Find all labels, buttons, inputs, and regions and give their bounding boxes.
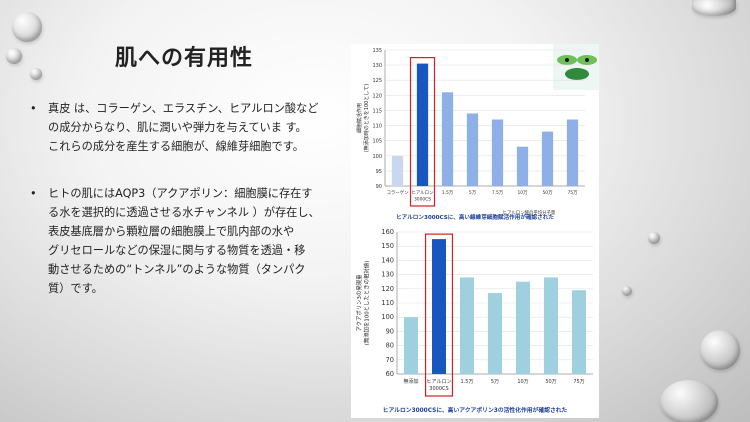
bullet-line: 真皮 は、コラーゲン、エラスチン、ヒアルロン酸など xyxy=(48,102,319,115)
bullet-line: これらの成分を産生する細胞が、線維芽細胞です。 xyxy=(48,140,304,153)
bar xyxy=(566,119,579,186)
category-label: 50万 xyxy=(543,190,554,196)
category-label: 75万 xyxy=(568,190,579,196)
y-tick-label: 130 xyxy=(372,63,382,69)
y-tick-label: 140 xyxy=(381,256,394,264)
y-tick-label: 130 xyxy=(381,271,394,279)
bullet-line: グリセロールなどの保湿に関与する物質を透過・移 xyxy=(48,244,306,257)
bullet-text: 真皮 は、コラーゲン、エラスチン、ヒアルロン酸など の成分からなり、肌に潤いや弾… xyxy=(48,99,358,156)
bar xyxy=(441,92,454,186)
y-tick-label: 120 xyxy=(372,93,382,99)
bullet-line: 表皮基底層から顆粒層の細胞膜上で肌内部の水や xyxy=(48,225,295,238)
bullet-line: の成分からなり、肌に潤いや弾力を与えていま す。 xyxy=(48,121,307,134)
bar xyxy=(432,239,446,374)
category-label: 10万 xyxy=(518,190,529,196)
category-label: 7.5万 xyxy=(492,190,504,196)
y-tick-label: 160 xyxy=(381,228,394,236)
category-label: ヒアルロン xyxy=(427,379,452,385)
category-label: 3000CS xyxy=(414,196,431,202)
chart-caption: ヒアルロン3000CSに、高いアクアポリン3の活性化作用が確認された xyxy=(383,406,568,414)
category-label: コラーゲン xyxy=(387,189,410,196)
category-label: 5万 xyxy=(491,379,499,385)
y-axis-label: (無添加を100としたときの相対値) xyxy=(362,261,370,346)
bar xyxy=(491,119,504,186)
water-drop-decoration xyxy=(30,68,42,80)
bar xyxy=(460,277,474,374)
water-drop-decoration xyxy=(622,286,632,296)
y-tick-label: 105 xyxy=(372,139,382,145)
y-tick-label: 120 xyxy=(381,285,394,293)
category-label: ヒアルロン xyxy=(412,190,435,196)
y-tick-label: 100 xyxy=(372,154,382,160)
category-label: 5万 xyxy=(469,190,477,196)
category-label: 10万 xyxy=(517,379,528,385)
bullet-line: ヒトの肌にはAQP3（アクアポリン：細胞膜に存在す xyxy=(48,187,313,200)
water-drop-decoration xyxy=(648,232,660,244)
category-label: 1.5万 xyxy=(442,190,454,196)
y-tick-label: 70 xyxy=(386,356,394,364)
y-tick-label: 110 xyxy=(372,124,382,130)
chart-panel: 90 95 100 105 110 115 120 125 130 135 コラーゲン ヒアルロン 30… xyxy=(351,44,599,418)
y-tick-label: 135 xyxy=(372,48,382,54)
highlight-box xyxy=(409,56,436,207)
bullet-line: 質）です。 xyxy=(48,282,103,295)
category-label: 1.5万 xyxy=(461,379,474,385)
water-drop-decoration xyxy=(700,330,740,370)
bar xyxy=(416,63,429,186)
water-drop-decoration xyxy=(660,380,718,422)
bar xyxy=(544,277,558,374)
y-axis-label: 細胞賦活作用 xyxy=(356,103,363,133)
y-tick-label: 100 xyxy=(381,313,394,321)
y-tick-label: 110 xyxy=(381,299,394,307)
y-tick-label: 80 xyxy=(386,342,394,350)
x-axis-label: ヒアルロン酸の平均分子量 xyxy=(503,209,556,216)
category-label: 無添加 xyxy=(403,378,418,385)
slide-title: 肌への有用性 xyxy=(115,46,254,71)
y-axis-label: (無添加時のときを100として) xyxy=(363,84,370,152)
y-tick-label: 95 xyxy=(376,169,382,175)
water-drop-decoration xyxy=(12,12,42,42)
bullet-line: る水を選択的に透過させる水チャンネル ）が存在し、 xyxy=(48,206,320,219)
y-tick-label: 90 xyxy=(386,327,394,335)
bar xyxy=(488,293,502,374)
category-label: 3000CS xyxy=(429,386,448,392)
leaf-illustration xyxy=(553,44,599,90)
bullet-marker: • xyxy=(30,187,37,200)
water-drop-decoration xyxy=(692,0,736,16)
bullet-text: ヒトの肌にはAQP3（アクアポリン：細胞膜に存在す る水を選択的に透過させる水チ… xyxy=(48,184,358,298)
bar xyxy=(516,146,529,186)
bullet-marker: • xyxy=(30,102,37,115)
bar xyxy=(516,281,530,374)
bullet-line: 動させるための“トンネル”のような物質（タンパク xyxy=(48,263,306,276)
y-axis-label: アクアポリン3の発現量 xyxy=(355,274,363,332)
bar xyxy=(572,290,586,374)
category-label: 75万 xyxy=(573,379,584,385)
y-tick-label: 60 xyxy=(386,370,394,378)
y-tick-label: 115 xyxy=(372,108,382,114)
chart-caption: ヒアルロン3000CSに、高い線維芽細胞賦活作用が確認された xyxy=(396,213,554,221)
y-tick-label: 150 xyxy=(381,242,394,250)
bar xyxy=(391,155,404,186)
bar xyxy=(466,113,479,186)
category-label: 50万 xyxy=(545,379,556,385)
highlight-box xyxy=(424,233,454,397)
y-tick-label: 125 xyxy=(372,78,382,84)
y-tick-label: 90 xyxy=(376,184,382,190)
water-drop-decoration xyxy=(6,48,22,64)
bar xyxy=(541,131,554,186)
bar xyxy=(404,317,418,374)
